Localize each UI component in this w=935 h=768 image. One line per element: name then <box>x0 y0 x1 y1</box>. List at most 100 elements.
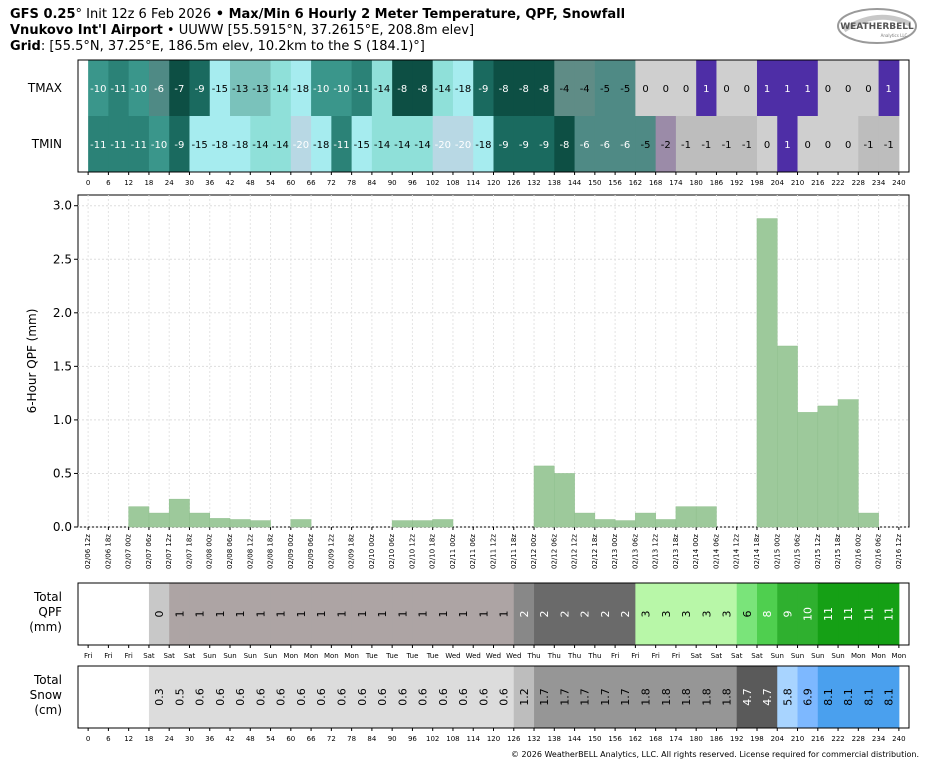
tmax-value: -11 <box>110 84 126 95</box>
tmax-cell <box>675 60 697 116</box>
total-snow-value: 8.1 <box>883 688 896 706</box>
tmax-cell <box>351 60 373 116</box>
total-qpf-value: 1 <box>214 611 227 618</box>
qpf-bar <box>432 519 454 528</box>
total-qpf-day-label: Fri <box>611 652 619 660</box>
temp-hour-label: 180 <box>689 179 702 187</box>
total-qpf-day-label: Sun <box>264 652 277 660</box>
qpf-ytick-label: 0.0 <box>53 520 72 534</box>
total-qpf-cell <box>716 583 738 645</box>
qpf-bar <box>858 512 879 528</box>
tmax-value: -18 <box>293 84 309 95</box>
total-snow-hour-label: 240 <box>892 735 905 743</box>
tmin-value: -14 <box>414 140 430 151</box>
total-snow-value: 1.8 <box>700 688 713 706</box>
tmax-value: -8 <box>418 84 428 95</box>
tmin-value: -1 <box>742 140 752 151</box>
tmin-cell <box>209 116 231 172</box>
tmax-value: -13 <box>232 84 248 95</box>
grid-info: : [55.5°N, 37.25°E, 186.5m elev, 10.2km … <box>40 39 425 54</box>
tmax-value: -14 <box>435 84 451 95</box>
tmin-cell <box>696 116 717 172</box>
total-snow-cell <box>838 666 859 728</box>
total-snow-label-0: Total <box>33 673 62 687</box>
total-snow-cell <box>777 666 799 728</box>
total-qpf-day-label: Sat <box>163 652 175 660</box>
qpf-bar <box>391 520 413 528</box>
tmax-value: 1 <box>886 84 892 95</box>
tmax-cell <box>696 60 717 116</box>
product-title: Max/Min 6 Hourly 2 Meter Temperature, QP… <box>228 7 626 22</box>
total-snow-cell <box>655 666 677 728</box>
temp-hour-label: 150 <box>588 179 601 187</box>
total-snow-value: 1.7 <box>619 688 632 706</box>
tmin-cell <box>108 116 130 172</box>
total-qpf-value: 1 <box>396 611 409 618</box>
total-snow-hour-label: 126 <box>507 735 521 743</box>
total-qpf-day-label: Thu <box>587 652 601 660</box>
qpf-bar <box>533 465 555 528</box>
tmax-cell <box>452 60 474 116</box>
qpf-xtick-label: 02/06 18z <box>104 534 112 569</box>
station-info: • UUWW [55.5915°N, 37.2615°E, 208.8m ele… <box>162 23 475 38</box>
temp-hour-label: 6 <box>106 179 111 187</box>
total-qpf-cell <box>392 583 413 645</box>
bullet: • <box>211 7 229 22</box>
total-qpf-day-label: Sun <box>244 652 257 660</box>
qpf-ytick-label: 2.0 <box>53 306 72 320</box>
tmax-value: 0 <box>723 84 729 95</box>
total-snow-hour-label: 102 <box>426 735 439 743</box>
tmin-value: -11 <box>131 140 147 151</box>
temp-hour-label: 30 <box>185 179 194 187</box>
total-snow-hour-label: 66 <box>307 735 316 743</box>
total-snow-value: 1.8 <box>640 688 653 706</box>
tmax-value: 0 <box>663 84 669 95</box>
total-snow-value: 0.6 <box>315 688 328 706</box>
total-qpf-day-label: Mon <box>344 652 359 660</box>
tmin-value: -10 <box>151 140 167 151</box>
total-qpf-value: 6 <box>741 611 754 618</box>
tmax-value: -13 <box>252 84 268 95</box>
total-snow-value: 0.6 <box>457 688 470 706</box>
total-qpf-cell <box>554 583 576 645</box>
total-qpf-day-label: Sun <box>831 652 844 660</box>
total-snow-cell <box>594 666 616 728</box>
total-snow-value: 8.1 <box>842 688 855 706</box>
total-qpf-cell <box>878 583 900 645</box>
total-snow-hour-label: 228 <box>852 735 865 743</box>
total-qpf-day-label: Sun <box>811 652 824 660</box>
total-qpf-day-label: Sun <box>223 652 236 660</box>
total-qpf-value: 1 <box>437 611 450 618</box>
total-qpf-day-label: Mon <box>891 652 906 660</box>
total-qpf-cell <box>331 583 353 645</box>
total-qpf-cell <box>736 583 758 645</box>
total-snow-hour-label: 150 <box>588 735 601 743</box>
total-qpf-cell <box>290 583 312 645</box>
total-qpf-day-label: Mon <box>283 652 298 660</box>
degree-sign: ° <box>75 7 83 22</box>
total-snow-cell <box>230 666 251 728</box>
total-qpf-cell <box>594 583 616 645</box>
qpf-bar <box>756 218 778 528</box>
tmax-value: -8 <box>519 84 529 95</box>
tmin-value: -11 <box>333 140 349 151</box>
tmin-cell <box>858 116 880 172</box>
total-snow-value: 8.1 <box>862 688 875 706</box>
total-qpf-value: 10 <box>802 607 815 621</box>
tmin-cell <box>331 116 353 172</box>
total-qpf-day-label: Mon <box>851 652 866 660</box>
tmin-cell <box>534 116 555 172</box>
tmax-cell <box>534 60 555 116</box>
tmax-cell <box>412 60 434 116</box>
temp-hour-label: 114 <box>467 179 481 187</box>
total-snow-hour-label: 24 <box>165 735 174 743</box>
total-qpf-cell <box>817 583 839 645</box>
total-snow-value: 1.7 <box>558 688 571 706</box>
total-qpf-cell <box>635 583 657 645</box>
total-qpf-day-label: Tue <box>365 652 378 660</box>
total-qpf-value: 3 <box>640 611 653 618</box>
tmin-value: -9 <box>519 140 529 151</box>
qpf-bar <box>554 473 575 528</box>
total-snow-cell <box>493 666 515 728</box>
total-qpf-day-label: Thu <box>547 652 561 660</box>
